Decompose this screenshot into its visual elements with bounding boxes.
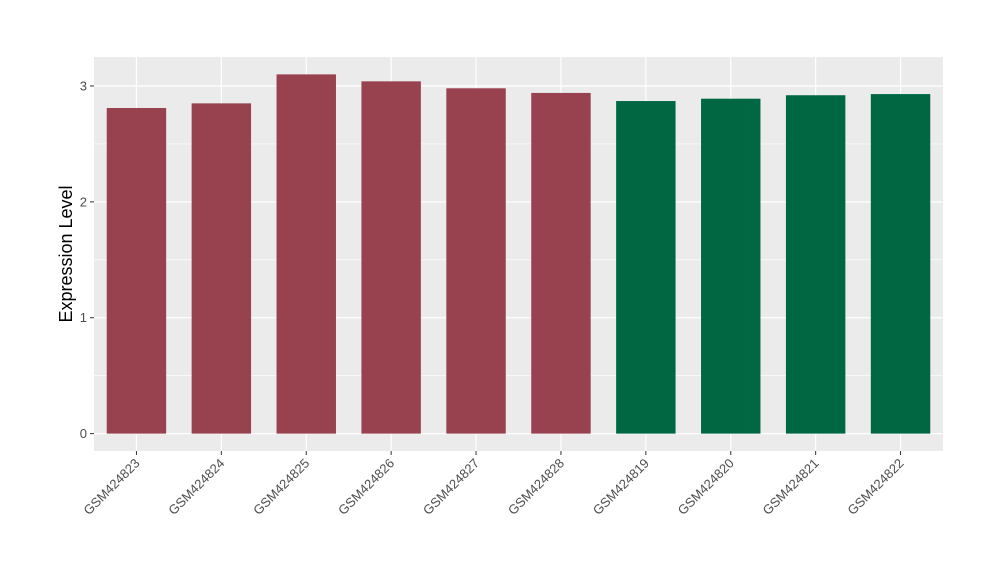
x-tick-label: GSM424828 [505, 456, 567, 518]
bar [446, 88, 506, 434]
x-tick-label: GSM424821 [760, 456, 822, 518]
y-axis: 0 1 2 3 [80, 78, 94, 441]
bar [106, 107, 167, 434]
y-tick-label: 3 [80, 78, 87, 93]
x-tick-label: GSM424820 [675, 456, 737, 518]
bar [531, 92, 591, 434]
y-tick-label: 1 [80, 310, 87, 325]
bar [276, 74, 336, 434]
x-axis: GSM424823 GSM424824 GSM424825 GSM424826 GSM4… [80, 451, 907, 518]
x-tick-label: GSM424826 [335, 456, 397, 518]
x-tick-label: GSM424827 [420, 456, 482, 518]
bars [106, 74, 931, 434]
bar [616, 101, 676, 434]
bar [361, 81, 421, 434]
x-tick-label: GSM424824 [165, 456, 227, 518]
bar [191, 103, 252, 434]
y-tick-label: 0 [80, 426, 87, 441]
x-tick-label: GSM424825 [250, 456, 312, 518]
x-tick-label: GSM424819 [590, 456, 652, 518]
bar [701, 98, 761, 434]
y-tick-label: 2 [80, 194, 87, 209]
x-tick-label: GSM424823 [80, 456, 142, 518]
x-tick-label: GSM424822 [844, 456, 906, 518]
bar [785, 95, 846, 434]
bar [870, 94, 931, 434]
y-axis-title: Expression Level [56, 185, 76, 322]
